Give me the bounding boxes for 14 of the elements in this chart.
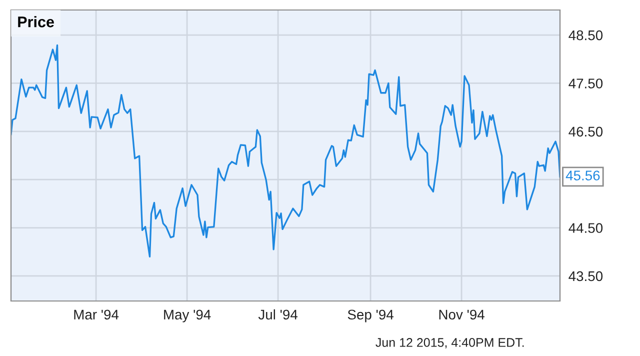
annotation: 45.56 xyxy=(566,170,600,180)
series-label: Price xyxy=(18,16,54,28)
x-tick-label: Mar '94 xyxy=(74,310,119,320)
x-tick-label: Jul '94 xyxy=(258,309,298,320)
y-tick-label: 44.50 xyxy=(568,223,603,233)
y-tick-label: 43.50 xyxy=(568,271,603,282)
x-tick-label: Sep '94 xyxy=(348,310,394,322)
y-tick-label: 48.50 xyxy=(568,30,603,40)
text: Jun 12 2015, 4:40PM EDT. xyxy=(376,338,524,348)
x-tick-label: May '94 xyxy=(164,310,211,322)
x-tick-label: Nov '94 xyxy=(439,310,484,320)
line-series xyxy=(11,44,560,258)
y-tick-label: 46.50 xyxy=(568,126,603,137)
y-tick-label: 47.50 xyxy=(568,78,603,88)
